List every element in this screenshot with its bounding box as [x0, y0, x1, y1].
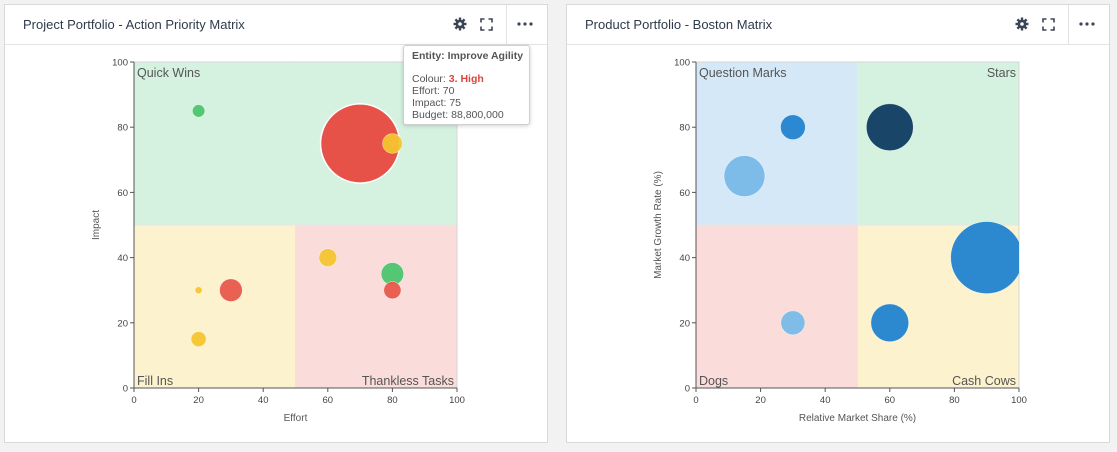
gear-icon[interactable] — [1011, 13, 1033, 35]
y-tick-label: 20 — [679, 318, 690, 329]
x-tick-label: 80 — [949, 395, 960, 406]
bubble-layer — [723, 103, 1019, 343]
x-tick-label: 100 — [1011, 395, 1027, 406]
x-tick-label: 40 — [258, 395, 269, 406]
more-icon[interactable] — [1075, 13, 1099, 35]
x-tick-label: 60 — [885, 395, 896, 406]
expand-icon[interactable] — [1037, 13, 1059, 35]
tooltip-effort: Effort: 70 — [412, 85, 455, 97]
bubble-chart-boston-matrix: Question Marks Stars Dogs Cash Cows 0 20 40 60 8… — [653, 58, 1027, 425]
y-tick-label: 60 — [679, 188, 690, 199]
y-tick-label: 100 — [674, 58, 690, 69]
expand-icon[interactable] — [475, 13, 497, 35]
quadrant-label: Quick Wins — [137, 66, 200, 80]
bubble — [318, 248, 338, 267]
bubble — [382, 133, 403, 154]
x-tick-label: 20 — [193, 395, 204, 406]
x-tick-label: 20 — [755, 395, 766, 406]
bubble — [192, 104, 206, 118]
x-tick-label: 60 — [323, 395, 334, 406]
bubble — [870, 303, 910, 343]
bubble — [190, 331, 207, 347]
tooltip: Entity: Improve Agility Colour: 3. High … — [403, 45, 530, 125]
quadrant — [134, 62, 296, 225]
x-axis-title: Effort — [284, 413, 308, 424]
tooltip-budget: Budget: 88,800,000 — [412, 109, 504, 121]
x-tick-label: 40 — [820, 395, 831, 406]
y-tick-label: 60 — [117, 188, 128, 199]
bubble — [866, 103, 914, 151]
bubble — [950, 221, 1019, 294]
quadrant — [134, 225, 296, 388]
quadrant-label: Question Marks — [699, 66, 787, 80]
more-icon[interactable] — [513, 13, 537, 35]
bubble — [194, 286, 203, 295]
y-tick-label: 20 — [117, 318, 128, 329]
gear-icon[interactable] — [449, 13, 471, 35]
quadrant-label: Thankless Tasks — [362, 374, 454, 388]
quadrant-label: Fill Ins — [137, 374, 173, 388]
x-axis-title: Relative Market Share (%) — [799, 413, 916, 424]
panel-header: Project Portfolio - Action Priority Matr… — [5, 5, 547, 45]
y-tick-label: 40 — [117, 253, 128, 264]
tooltip-impact: Impact: 75 — [412, 97, 462, 109]
bubble — [219, 278, 243, 302]
x-tick-label: 100 — [449, 395, 465, 406]
x-tick-label: 80 — [387, 395, 398, 406]
y-axis-title: Market Growth Rate (%) — [653, 171, 664, 279]
bubble — [383, 281, 402, 300]
tooltip-colour-label: Colour: — [412, 73, 446, 85]
tooltip-title: Entity: Improve Agility — [412, 50, 524, 62]
quadrant-label: Cash Cows — [952, 374, 1016, 388]
y-axis-title: Impact — [91, 210, 102, 240]
y-tick-label: 40 — [679, 253, 690, 264]
quadrant-label: Dogs — [699, 374, 728, 388]
panel-title: Product Portfolio - Boston Matrix — [585, 17, 773, 32]
quadrant — [696, 62, 858, 225]
tooltip-colour-value: 3. High — [448, 73, 484, 85]
x-tick-label: 0 — [131, 395, 136, 406]
panel-header: Product Portfolio - Boston Matrix — [567, 5, 1109, 45]
header-divider — [1068, 5, 1069, 44]
panel-title: Project Portfolio - Action Priority Matr… — [23, 17, 245, 32]
y-tick-label: 0 — [685, 384, 690, 395]
chart-panel-boston-matrix: Product Portfolio - Boston Matrix Qu — [566, 4, 1110, 443]
bubble — [723, 155, 766, 197]
bubble — [780, 310, 806, 336]
y-tick-label: 100 — [112, 58, 128, 69]
quadrant — [696, 225, 858, 388]
header-divider — [506, 5, 507, 44]
chart-panel-action-priority: Project Portfolio - Action Priority Matr… — [4, 4, 548, 443]
quadrant — [295, 225, 457, 388]
bubble-layer — [190, 103, 404, 347]
y-tick-label: 80 — [679, 123, 690, 134]
x-tick-label: 0 — [693, 395, 698, 406]
y-tick-label: 0 — [123, 384, 128, 395]
y-tick-label: 80 — [117, 123, 128, 134]
bubble — [780, 114, 806, 140]
quadrant-label: Stars — [987, 66, 1016, 80]
tooltip-colour: Colour: 3. High — [412, 73, 529, 85]
